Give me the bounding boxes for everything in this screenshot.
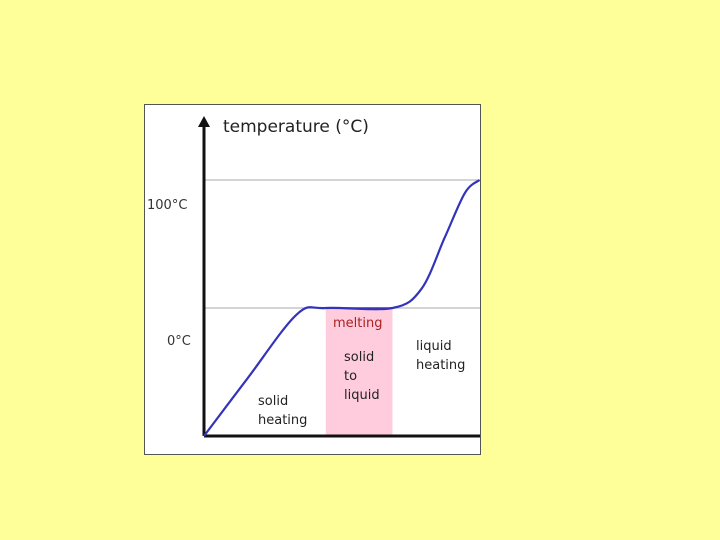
solid-heating-label-2: heating [258,413,307,428]
solid-to-liquid-label-1: solid [344,350,374,365]
chart-frame: temperature (°C) 100°C 0°C melting solid… [144,104,481,455]
solid-to-liquid-label-2: to [344,369,357,384]
tick-label-100: 100°C [147,198,187,213]
heating-curve-chart: temperature (°C) 100°C 0°C melting solid… [147,116,480,438]
liquid-heating-label-2: heating [416,358,465,373]
y-axis-arrow-icon [198,116,210,127]
y-axis-title: temperature (°C) [223,117,369,137]
melting-band [325,308,393,436]
tick-label-0: 0°C [167,334,191,349]
solid-heating-label-1: solid [258,394,288,409]
heating-curve-line [203,179,480,437]
melting-label: melting [333,316,382,331]
solid-to-liquid-label-3: liquid [344,388,380,403]
liquid-heating-label-1: liquid [416,339,452,354]
